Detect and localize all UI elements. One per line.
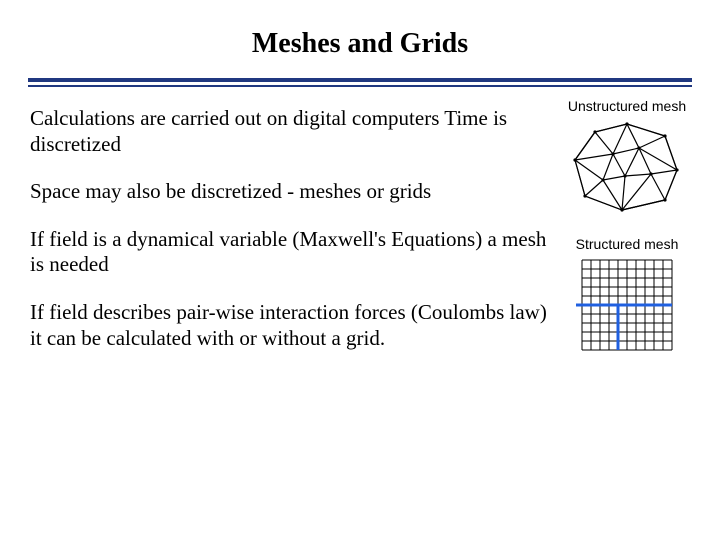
paragraph-2: Space may also be discretized - meshes o… — [30, 179, 560, 205]
paragraph-1: Calculations are carried out on digital … — [30, 106, 560, 157]
paragraph-3: If field is a dynamical variable (Maxwel… — [30, 227, 560, 278]
structured-mesh-figure: Structured mesh — [552, 236, 702, 356]
structured-mesh-svg — [567, 256, 687, 356]
structured-mesh-label: Structured mesh — [552, 236, 702, 252]
content-area: Calculations are carried out on digital … — [0, 78, 720, 351]
unstructured-mesh-svg — [567, 118, 687, 218]
unstructured-mesh-figure: Unstructured mesh — [552, 98, 702, 218]
page-title: Meshes and Grids — [0, 0, 720, 78]
unstructured-mesh-label: Unstructured mesh — [552, 98, 702, 114]
figures-column: Unstructured mesh Structured mesh — [552, 98, 702, 356]
body-text: Calculations are carried out on digital … — [30, 106, 560, 351]
paragraph-4: If field describes pair-wise interaction… — [30, 300, 560, 351]
